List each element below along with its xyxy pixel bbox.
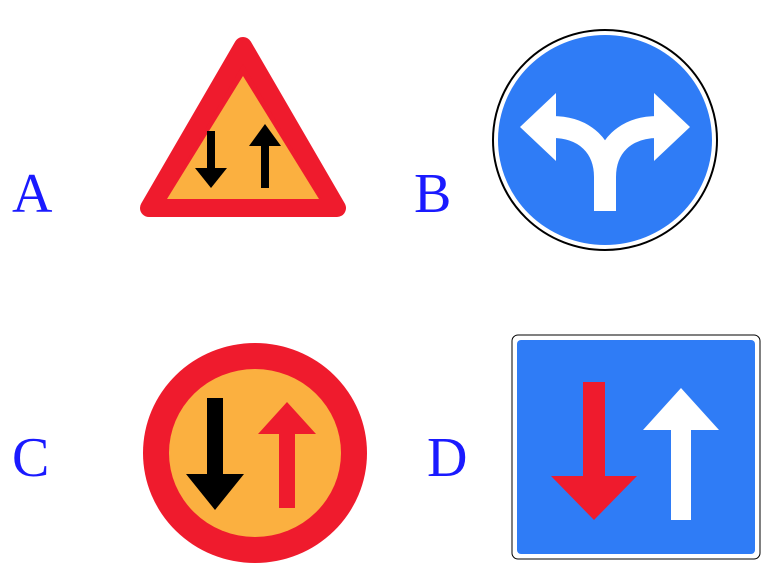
fork-left-right-arrow-icon [492, 29, 718, 251]
option-label-c: C [12, 427, 50, 489]
priority-oncoming-square-icon [511, 334, 761, 560]
option-label-b: B [414, 163, 452, 225]
option-label-d: D [427, 427, 468, 489]
warning-triangle-two-way-icon [140, 37, 346, 217]
give-way-oncoming-circle-icon [143, 343, 367, 563]
option-label-a: A [12, 163, 53, 225]
